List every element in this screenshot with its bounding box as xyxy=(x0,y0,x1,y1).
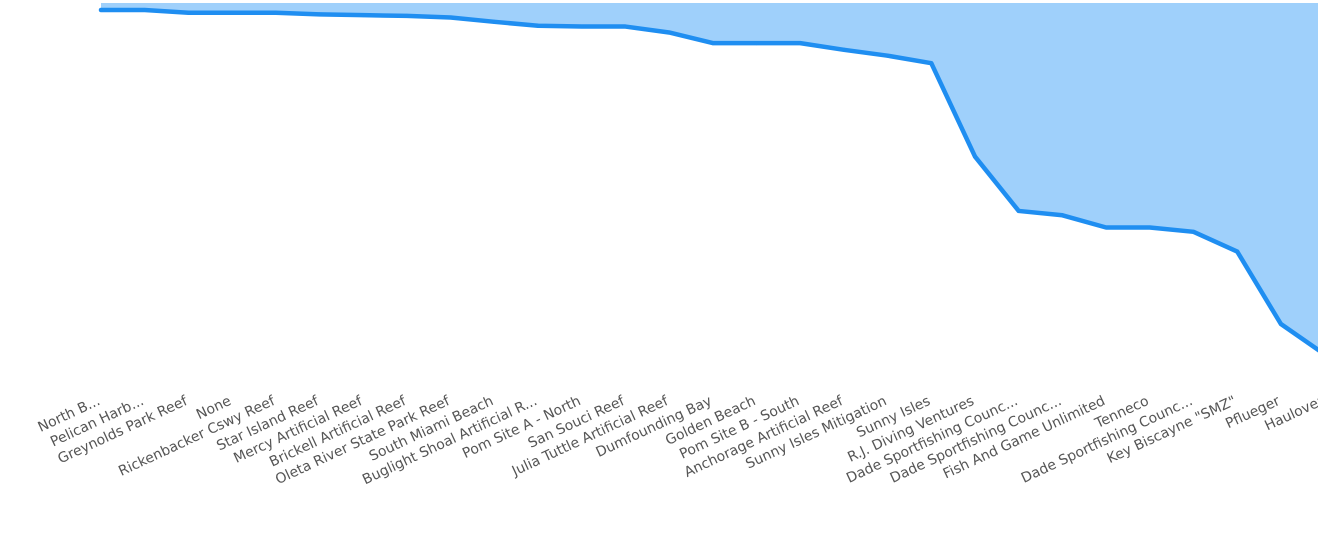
data-point[interactable] xyxy=(885,53,890,58)
data-point[interactable] xyxy=(186,10,191,15)
data-point[interactable] xyxy=(492,19,497,24)
data-point[interactable] xyxy=(448,15,453,20)
x-axis-labels: North B...Pelican Harb...Greynolds Park … xyxy=(36,393,1318,489)
data-point[interactable] xyxy=(579,24,584,29)
data-point[interactable] xyxy=(754,41,759,46)
data-point[interactable] xyxy=(841,47,846,52)
data-point[interactable] xyxy=(1147,225,1152,230)
data-point[interactable] xyxy=(1278,322,1283,327)
data-point[interactable] xyxy=(404,13,409,18)
data-point[interactable] xyxy=(1235,249,1240,254)
series-area xyxy=(101,3,1318,355)
data-point[interactable] xyxy=(798,41,803,46)
data-point[interactable] xyxy=(536,23,540,28)
data-point[interactable] xyxy=(1191,229,1196,234)
data-point[interactable] xyxy=(273,10,278,15)
data-point[interactable] xyxy=(230,10,235,15)
data-point[interactable] xyxy=(361,13,366,18)
data-point[interactable] xyxy=(1016,208,1021,213)
data-point[interactable] xyxy=(317,12,322,17)
data-point[interactable] xyxy=(710,41,715,46)
data-point[interactable] xyxy=(99,8,103,12)
data-point[interactable] xyxy=(929,61,934,66)
data-point[interactable] xyxy=(623,24,628,29)
data-point[interactable] xyxy=(1104,225,1109,230)
data-point[interactable] xyxy=(142,8,147,12)
data-point[interactable] xyxy=(667,30,672,35)
line-layer xyxy=(98,7,1318,353)
data-point[interactable] xyxy=(1060,213,1065,218)
area-layer xyxy=(101,3,1318,355)
data-point[interactable] xyxy=(973,154,977,159)
